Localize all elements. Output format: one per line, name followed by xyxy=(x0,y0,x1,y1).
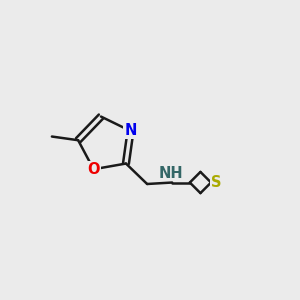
Text: O: O xyxy=(87,162,100,177)
Text: NH: NH xyxy=(158,166,183,181)
Text: S: S xyxy=(211,175,222,190)
Text: N: N xyxy=(124,123,137,138)
